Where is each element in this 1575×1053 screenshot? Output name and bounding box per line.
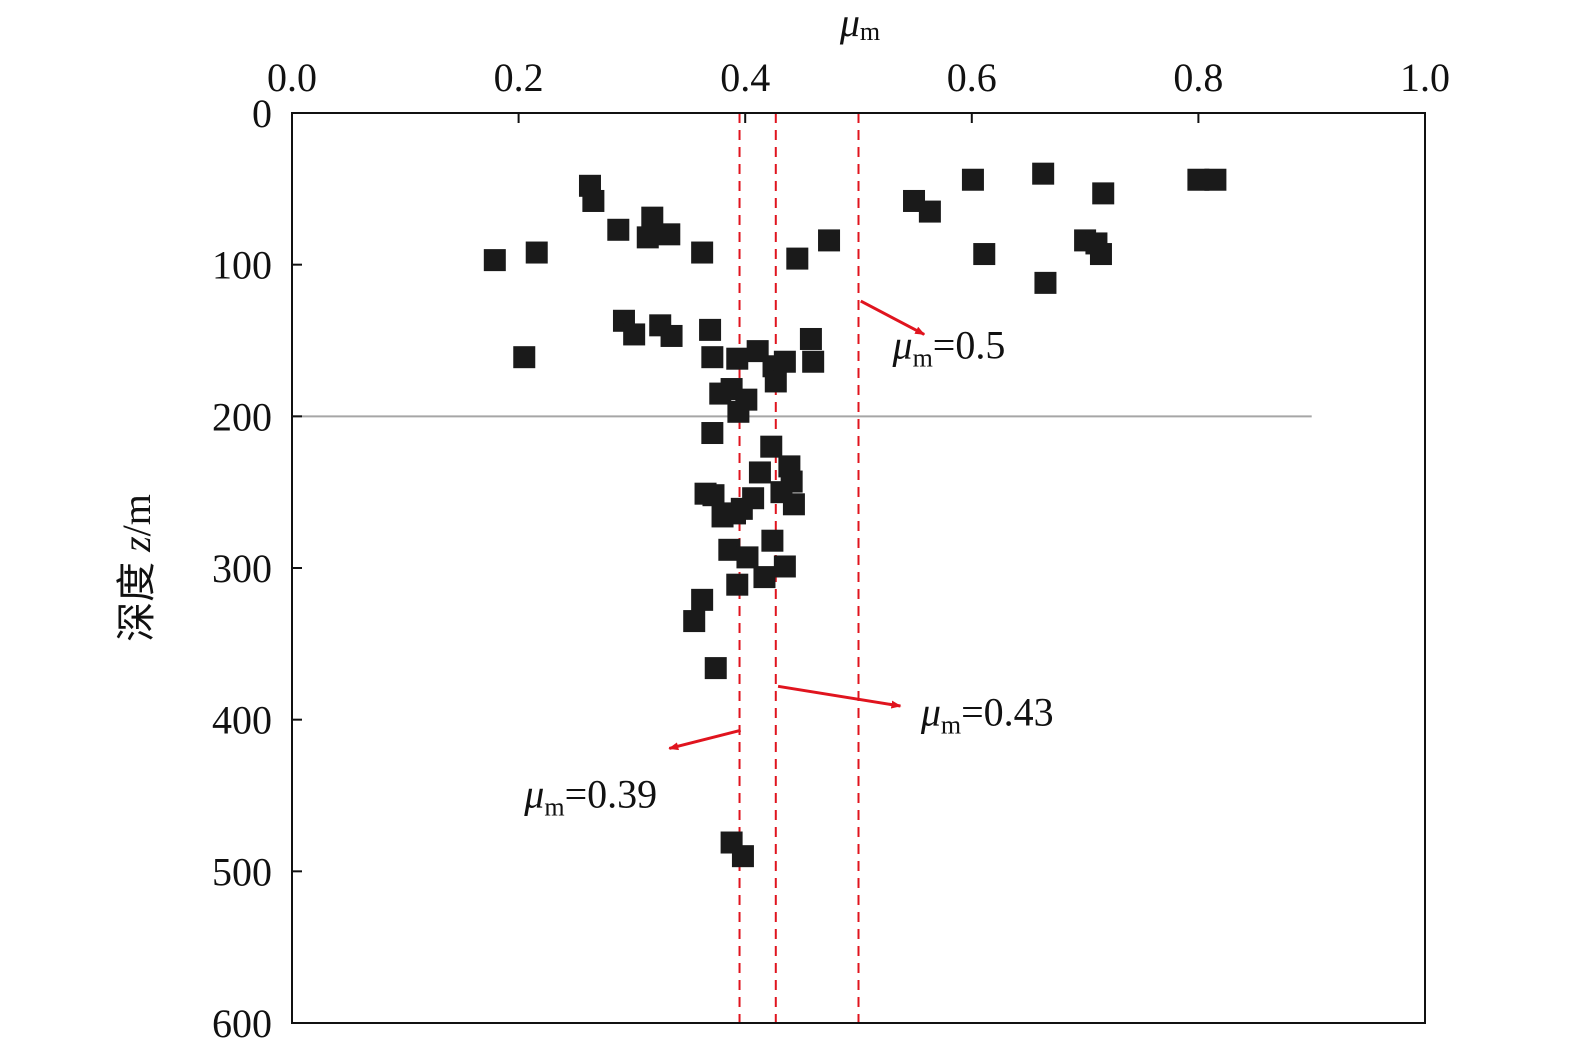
data-point xyxy=(691,241,714,264)
y-axis-title: 深度 z/m xyxy=(114,494,159,642)
data-point xyxy=(773,350,796,373)
data-point xyxy=(760,435,783,458)
data-point xyxy=(773,555,796,578)
x-axis-ticks: 0.0 0.2 0.4 0.6 0.8 1.0 xyxy=(267,55,1450,123)
annotation-subscript: m xyxy=(544,793,564,822)
data-point xyxy=(782,493,805,516)
y-tick-label: 300 xyxy=(212,546,272,591)
annotation-symbol: μ xyxy=(523,772,544,817)
data-point xyxy=(699,318,722,341)
data-point xyxy=(1204,168,1227,191)
data-point xyxy=(641,206,664,229)
data-point xyxy=(483,249,506,272)
data-point xyxy=(702,484,725,507)
data-point xyxy=(761,529,784,552)
data-points-layer xyxy=(483,162,1227,868)
data-point xyxy=(1089,243,1112,266)
y-tick-label: 400 xyxy=(212,698,272,743)
y-axis-title-unit: /m xyxy=(114,494,159,536)
y-axis-title-var: z xyxy=(114,536,159,553)
data-point xyxy=(691,588,714,611)
annotation-label: μm=0.5 xyxy=(891,323,1005,373)
y-tick-label: 500 xyxy=(212,849,272,894)
data-point xyxy=(1187,168,1210,191)
x-axis-title: μm xyxy=(839,0,880,46)
data-point xyxy=(918,200,941,223)
data-point xyxy=(736,546,759,569)
x-tick-label: 0.2 xyxy=(494,55,544,100)
data-point xyxy=(1034,271,1057,294)
data-point xyxy=(660,324,683,347)
x-tick-label: 1.0 xyxy=(1400,55,1450,100)
data-point xyxy=(973,243,996,266)
x-tick-label: 0.4 xyxy=(720,55,770,100)
data-point xyxy=(786,247,809,270)
data-point xyxy=(701,422,724,445)
annotation-value: =0.39 xyxy=(565,772,658,817)
annotation-symbol: μ xyxy=(920,690,941,735)
data-point xyxy=(704,657,727,680)
y-axis-title-prefix: 深度 xyxy=(114,552,159,642)
data-point xyxy=(683,610,706,633)
y-axis-ticks: 0 100 200 300 400 500 600 xyxy=(212,91,302,1046)
data-point xyxy=(818,229,841,252)
data-point xyxy=(582,189,605,212)
data-point xyxy=(513,346,536,369)
y-tick-label: 100 xyxy=(212,243,272,288)
data-point xyxy=(753,566,776,589)
data-point xyxy=(636,226,659,249)
annotation-arrow xyxy=(668,728,742,751)
annotation-arrow xyxy=(860,299,926,336)
data-point xyxy=(726,347,749,370)
annotation-label: μm=0.39 xyxy=(523,772,657,822)
annotation-value: =0.5 xyxy=(933,323,1006,368)
y-tick-label: 200 xyxy=(212,394,272,439)
x-axis-title-subscript: m xyxy=(860,17,880,46)
y-tick-label: 0 xyxy=(252,91,272,136)
data-point xyxy=(748,461,771,484)
x-tick-label: 0.0 xyxy=(267,55,317,100)
annotation-subscript: m xyxy=(941,711,961,740)
annotation-symbol: μ xyxy=(891,323,912,368)
x-tick-label: 0.8 xyxy=(1173,55,1223,100)
data-point xyxy=(525,241,548,264)
annotation-value: =0.43 xyxy=(961,690,1054,735)
data-point xyxy=(764,370,787,393)
annotation-label: μm=0.43 xyxy=(920,690,1054,740)
x-axis-title-symbol: μ xyxy=(839,0,860,45)
data-point xyxy=(658,223,681,246)
annotation-arrow xyxy=(777,684,902,709)
data-point xyxy=(607,218,630,241)
data-point xyxy=(802,350,825,373)
data-point xyxy=(701,346,724,369)
data-point xyxy=(799,327,822,350)
data-point xyxy=(1092,182,1115,205)
data-point xyxy=(742,487,765,510)
data-point xyxy=(961,168,984,191)
data-point xyxy=(623,323,646,346)
data-point xyxy=(731,845,754,868)
data-point xyxy=(1032,162,1055,185)
x-tick-label: 0.6 xyxy=(947,55,997,100)
annotation-subscript: m xyxy=(913,344,933,373)
y-tick-label: 600 xyxy=(212,1001,272,1046)
data-point xyxy=(718,538,741,561)
data-point xyxy=(727,400,750,423)
data-point xyxy=(726,573,749,596)
